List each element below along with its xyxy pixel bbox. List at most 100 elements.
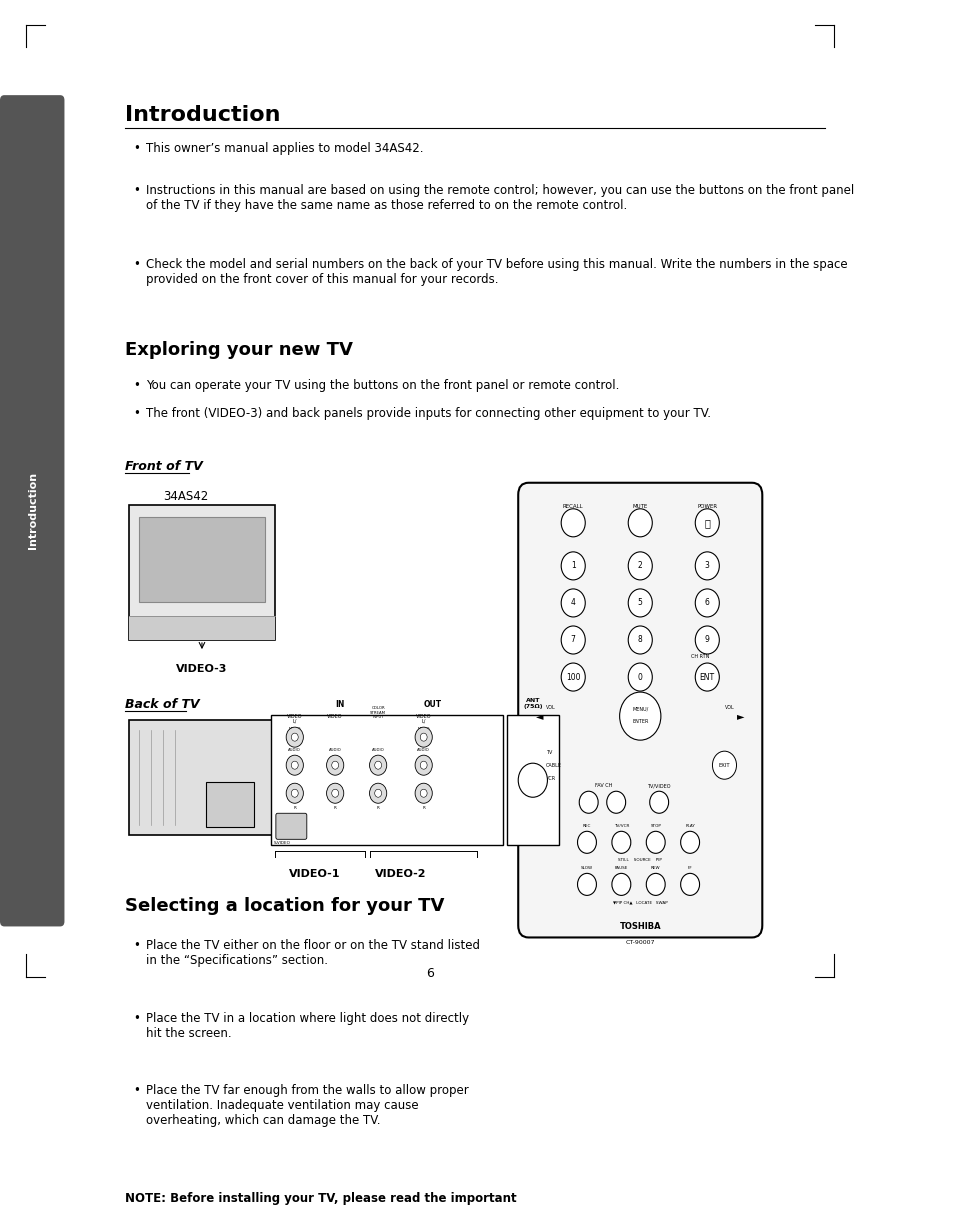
Circle shape: [628, 589, 652, 617]
Circle shape: [649, 791, 668, 813]
Text: MENU/: MENU/: [632, 707, 648, 712]
Text: TOSHIBA: TOSHIBA: [618, 921, 660, 931]
Text: FF: FF: [687, 866, 692, 871]
Text: •: •: [133, 142, 140, 156]
Circle shape: [560, 509, 584, 537]
Circle shape: [645, 873, 664, 895]
Text: VIDEO: VIDEO: [327, 714, 342, 719]
Text: AUDIO: AUDIO: [372, 748, 384, 753]
Text: SLOW: SLOW: [580, 866, 593, 871]
Circle shape: [291, 761, 298, 769]
Circle shape: [712, 751, 736, 779]
Text: R: R: [422, 807, 425, 810]
Text: R: R: [334, 807, 336, 810]
FancyBboxPatch shape: [129, 720, 279, 836]
Text: Check the model and serial numbers on the back of your TV before using this manu: Check the model and serial numbers on th…: [146, 258, 847, 286]
Circle shape: [369, 755, 386, 775]
Text: ▼PIP CH▲   LOCATE   SWAP: ▼PIP CH▲ LOCATE SWAP: [612, 901, 667, 904]
Circle shape: [375, 789, 381, 797]
Circle shape: [415, 755, 432, 775]
Circle shape: [628, 552, 652, 580]
Text: FAV CH: FAV CH: [595, 783, 612, 789]
Text: ANT
(75Ω): ANT (75Ω): [522, 698, 542, 709]
Text: Front of TV: Front of TV: [125, 459, 202, 473]
Circle shape: [577, 831, 596, 854]
Text: IN: IN: [335, 701, 345, 709]
Circle shape: [286, 727, 303, 748]
Text: ►: ►: [737, 712, 743, 721]
Text: This owner’s manual applies to model 34AS42.: This owner’s manual applies to model 34A…: [146, 142, 423, 156]
Text: L/: L/: [421, 718, 425, 724]
Text: 6: 6: [425, 967, 434, 980]
Text: Introduction: Introduction: [28, 473, 37, 550]
Text: Place the TV in a location where light does not directly
hit the screen.: Place the TV in a location where light d…: [146, 1012, 469, 1040]
Text: VCR: VCR: [545, 775, 556, 780]
Text: ENT: ENT: [699, 673, 714, 681]
Text: •: •: [133, 1012, 140, 1025]
Text: Back of TV: Back of TV: [125, 698, 199, 712]
Text: 9: 9: [704, 636, 709, 644]
Text: 0: 0: [638, 673, 642, 681]
Text: PAUSE: PAUSE: [614, 866, 627, 871]
Circle shape: [619, 692, 660, 740]
FancyBboxPatch shape: [139, 517, 264, 602]
Text: 34AS42: 34AS42: [163, 490, 209, 503]
Text: REW: REW: [650, 866, 659, 871]
Text: AUDIO: AUDIO: [416, 748, 430, 753]
Circle shape: [695, 626, 719, 654]
Text: 8: 8: [638, 636, 642, 644]
Text: Place the TV either on the floor or on the TV stand listed
in the “Specification: Place the TV either on the floor or on t…: [146, 939, 479, 967]
Circle shape: [560, 663, 584, 691]
Circle shape: [628, 663, 652, 691]
Text: You can operate your TV using the buttons on the front panel or remote control.: You can operate your TV using the button…: [146, 379, 618, 392]
Circle shape: [560, 589, 584, 617]
Text: 5: 5: [638, 598, 642, 608]
FancyBboxPatch shape: [0, 95, 65, 926]
Text: 6: 6: [704, 598, 709, 608]
Circle shape: [695, 589, 719, 617]
Text: VIDEO-3: VIDEO-3: [176, 665, 228, 674]
Text: PLAY: PLAY: [684, 824, 695, 829]
Circle shape: [695, 509, 719, 537]
Text: MONO: MONO: [417, 727, 430, 731]
Text: 4: 4: [570, 598, 575, 608]
Circle shape: [611, 873, 630, 895]
Circle shape: [420, 789, 427, 797]
Text: AUDIO: AUDIO: [288, 748, 301, 753]
Text: CH RTN: CH RTN: [691, 654, 709, 658]
Circle shape: [679, 873, 699, 895]
Circle shape: [560, 552, 584, 580]
Text: ENTER: ENTER: [632, 719, 648, 724]
Circle shape: [517, 763, 547, 797]
Text: S-VIDEO: S-VIDEO: [273, 842, 290, 845]
Text: NOTE: Before installing your TV, please read the important
safety information on: NOTE: Before installing your TV, please …: [125, 1192, 516, 1206]
Text: STILL    SOURCE    PIP: STILL SOURCE PIP: [618, 859, 661, 862]
Circle shape: [578, 791, 598, 813]
Text: Instructions in this manual are based on using the remote control; however, you : Instructions in this manual are based on…: [146, 185, 854, 212]
Circle shape: [291, 733, 298, 742]
Text: TV/VCR: TV/VCR: [613, 824, 628, 829]
Circle shape: [695, 552, 719, 580]
Text: •: •: [133, 406, 140, 420]
Text: CT-90007: CT-90007: [625, 939, 655, 946]
Text: Exploring your new TV: Exploring your new TV: [125, 340, 352, 358]
Circle shape: [560, 626, 584, 654]
Circle shape: [326, 755, 343, 775]
Text: ⏻: ⏻: [703, 517, 709, 528]
Text: VOL: VOL: [545, 706, 555, 710]
Circle shape: [286, 783, 303, 803]
Text: CH: CH: [636, 714, 643, 719]
FancyBboxPatch shape: [507, 715, 558, 845]
Text: Place the TV far enough from the walls to allow proper
ventilation. Inadequate v: Place the TV far enough from the walls t…: [146, 1084, 468, 1126]
Text: 3: 3: [704, 561, 709, 570]
Circle shape: [415, 727, 432, 748]
Circle shape: [415, 783, 432, 803]
Circle shape: [291, 789, 298, 797]
Text: L/: L/: [293, 718, 296, 724]
Text: VIDEO: VIDEO: [287, 714, 302, 719]
Text: •: •: [133, 939, 140, 953]
Text: Introduction: Introduction: [125, 105, 280, 125]
Text: The front (VIDEO-3) and back panels provide inputs for connecting other equipmen: The front (VIDEO-3) and back panels prov…: [146, 406, 710, 420]
Text: VIDEO: VIDEO: [416, 714, 431, 719]
Text: •: •: [133, 1084, 140, 1096]
